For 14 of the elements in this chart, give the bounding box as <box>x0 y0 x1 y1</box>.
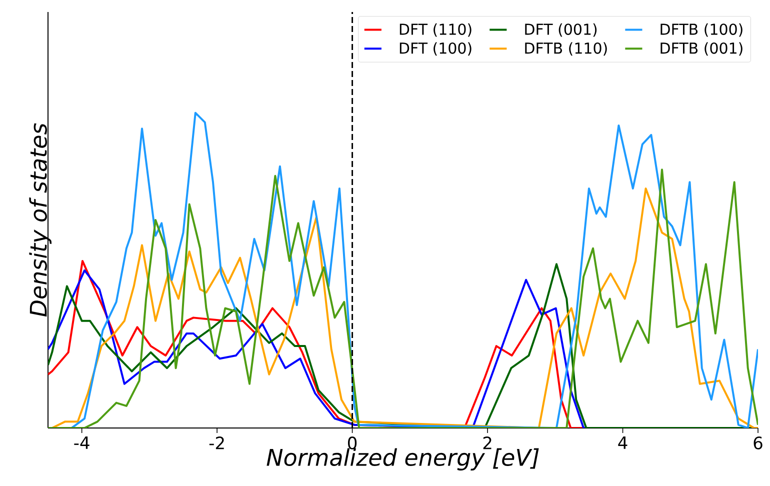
y-axis-title: Density of states <box>29 123 52 317</box>
legend-label: DFTB (001) <box>660 42 742 56</box>
legend-label: DFT (110) <box>400 23 472 37</box>
legend-label: DFTB (110) <box>525 42 607 56</box>
x-tick-label: 2 <box>483 436 492 450</box>
legend-label: DFT (100) <box>400 42 472 56</box>
legend-label: DFT (001) <box>525 23 597 37</box>
x-axis-title: Normalized energy [eV] <box>266 448 539 470</box>
x-tick-label: 4 <box>618 436 628 449</box>
x-tick-label: 6 <box>754 436 762 450</box>
x-tick-label: 0 <box>348 436 357 450</box>
x-tick-label: -2 <box>209 436 224 450</box>
legend-label: DFTB (100) <box>660 23 742 37</box>
x-tick-label: -4 <box>74 436 90 449</box>
